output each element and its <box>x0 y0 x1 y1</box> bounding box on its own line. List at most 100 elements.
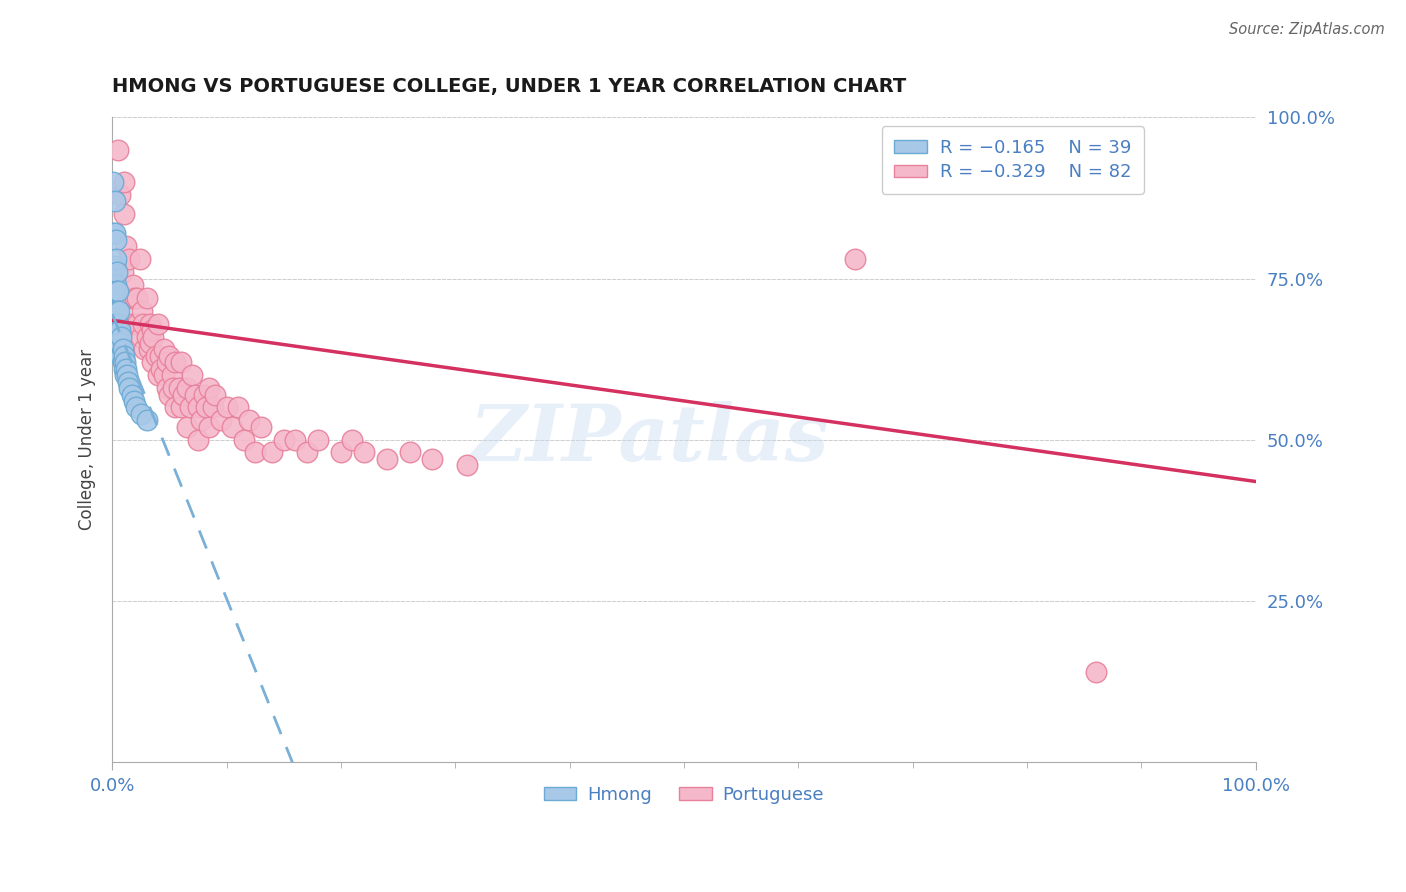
Text: Source: ZipAtlas.com: Source: ZipAtlas.com <box>1229 22 1385 37</box>
Point <box>284 433 307 447</box>
Point <box>110 329 132 343</box>
Point <box>104 252 127 267</box>
Text: ZIPatlas: ZIPatlas <box>470 401 830 478</box>
Point <box>118 252 141 267</box>
Point <box>112 361 135 376</box>
Point <box>108 303 131 318</box>
Point <box>183 387 205 401</box>
Point <box>107 303 129 318</box>
Point <box>110 335 132 350</box>
Y-axis label: College, Under 1 year: College, Under 1 year <box>79 349 96 530</box>
Point <box>135 329 157 343</box>
Point <box>353 445 375 459</box>
Point <box>131 303 153 318</box>
Point <box>103 259 125 273</box>
Point <box>134 343 156 357</box>
Point <box>215 401 238 415</box>
Point <box>250 419 273 434</box>
Point <box>139 317 162 331</box>
Point <box>167 381 190 395</box>
Point <box>187 401 209 415</box>
Point <box>103 227 125 241</box>
Point <box>115 317 138 331</box>
Point <box>135 413 157 427</box>
Point <box>115 239 138 253</box>
Point <box>111 355 134 369</box>
Point <box>152 343 174 357</box>
Point <box>422 452 444 467</box>
Point <box>127 291 149 305</box>
Point <box>141 323 163 337</box>
Point <box>187 433 209 447</box>
Point <box>193 387 215 401</box>
Point <box>150 361 173 376</box>
Point <box>135 291 157 305</box>
Point <box>103 194 125 209</box>
Point <box>104 303 127 318</box>
Point <box>262 445 284 459</box>
Point <box>107 285 129 299</box>
Point <box>104 233 127 247</box>
Point <box>146 368 169 383</box>
Point <box>156 381 179 395</box>
Point <box>125 401 148 415</box>
Point <box>456 458 478 473</box>
Point <box>195 401 218 415</box>
Point <box>105 303 128 318</box>
Point <box>160 368 183 383</box>
Point <box>107 329 129 343</box>
Text: HMONG VS PORTUGUESE COLLEGE, UNDER 1 YEAR CORRELATION CHART: HMONG VS PORTUGUESE COLLEGE, UNDER 1 YEA… <box>112 78 907 96</box>
Point <box>128 252 150 267</box>
Point <box>139 335 162 350</box>
Point <box>190 413 212 427</box>
Point <box>176 419 198 434</box>
Point <box>112 207 135 221</box>
Point <box>238 413 260 427</box>
Point <box>108 343 131 357</box>
Point <box>127 317 149 331</box>
Point <box>110 323 132 337</box>
Point <box>122 393 145 408</box>
Point <box>105 285 128 299</box>
Point <box>112 175 135 189</box>
Point <box>114 368 136 383</box>
Point <box>110 349 132 363</box>
Point <box>103 175 125 189</box>
Point <box>114 355 136 369</box>
Point <box>132 317 155 331</box>
Point <box>226 401 249 415</box>
Point <box>152 368 174 383</box>
Point <box>111 343 134 357</box>
Point <box>398 445 420 459</box>
Point <box>115 361 138 376</box>
Point <box>198 381 221 395</box>
Legend: Hmong, Portuguese: Hmong, Portuguese <box>537 779 831 811</box>
Point <box>129 407 152 421</box>
Point <box>107 143 129 157</box>
Point <box>165 355 187 369</box>
Point <box>329 445 352 459</box>
Point <box>170 355 193 369</box>
Point <box>342 433 364 447</box>
Point <box>118 381 141 395</box>
Point <box>176 381 198 395</box>
Point <box>162 381 184 395</box>
Point <box>120 291 142 305</box>
Point <box>156 355 179 369</box>
Point <box>221 419 243 434</box>
Point <box>295 445 318 459</box>
Point <box>112 349 135 363</box>
Point <box>141 355 163 369</box>
Point <box>204 387 226 401</box>
Point <box>110 349 132 363</box>
Point <box>375 452 398 467</box>
Point <box>181 368 204 383</box>
Point <box>170 401 193 415</box>
Point <box>129 329 152 343</box>
Point <box>111 265 134 279</box>
Point <box>1084 665 1107 679</box>
Point <box>142 329 165 343</box>
Point <box>107 317 129 331</box>
Point <box>110 187 132 202</box>
Point <box>104 277 127 292</box>
